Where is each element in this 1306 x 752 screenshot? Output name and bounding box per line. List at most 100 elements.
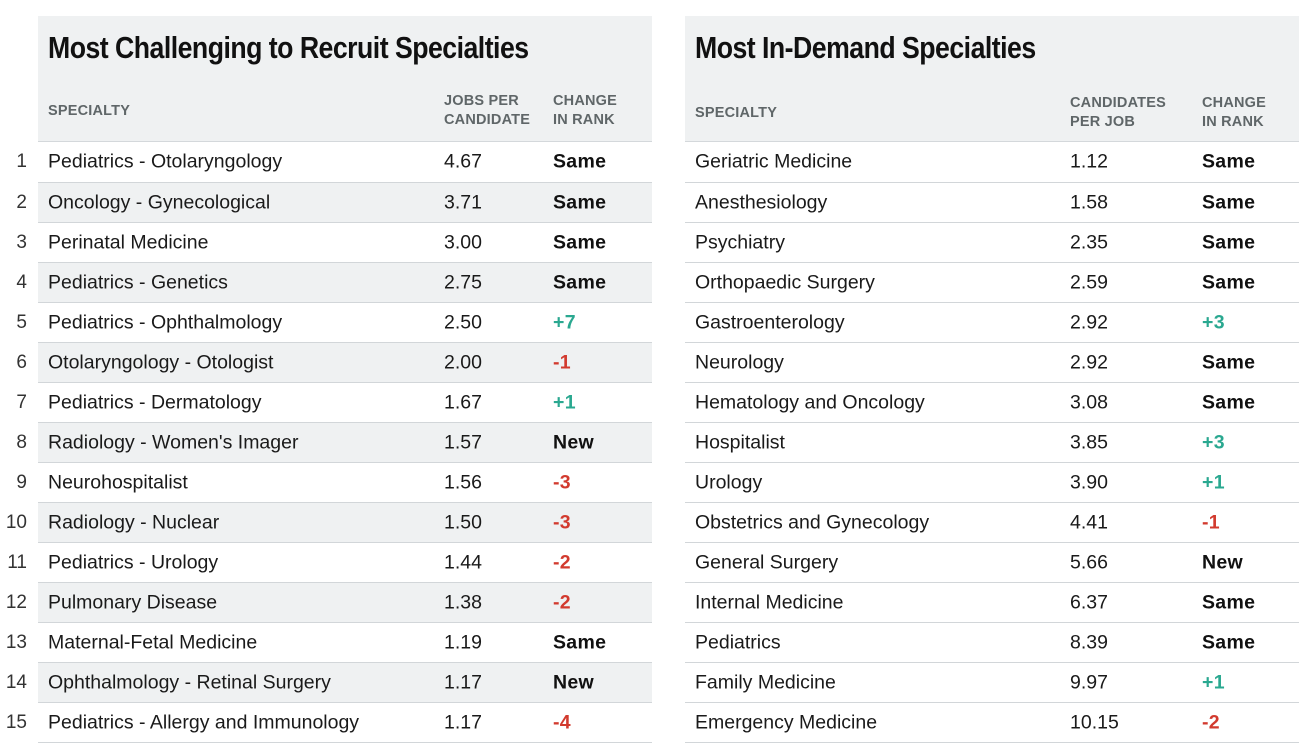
table-row: 5 Pediatrics - Ophthalmology 2.50 +7 [16,303,652,343]
table-row: 9 Neurohospitalist 1.56 -3 [16,463,652,503]
rank-change: -2 [553,591,571,613]
specialty-name: Hospitalist [695,431,785,453]
column-header-change-in-rank: CHANGE IN RANK [1202,95,1267,130]
ratio-value: 1.56 [444,471,482,493]
column-header-specialty: SPECIALTY [48,103,131,119]
ratio-value: 2.59 [1070,271,1108,293]
rank-change: Same [1202,191,1256,213]
specialty-name: Hematology and Oncology [695,391,925,413]
rank-change: -3 [553,471,571,493]
specialty-name: Ophthalmology - Retinal Surgery [48,671,331,693]
rank-number: 6 [16,351,27,373]
rank-change: +7 [553,311,576,333]
specialty-name: Emergency Medicine [695,711,878,733]
rank-change: New [553,671,594,693]
ratio-value: 2.35 [1070,231,1108,253]
ratio-value: 3.90 [1070,471,1108,493]
table-row: Psychiatry 2.35 Same [685,223,1299,263]
table-row: Urology 3.90 +1 [685,463,1299,503]
specialty-name: Geriatric Medicine [695,150,853,173]
rank-number: 4 [16,271,27,293]
specialty-name: Neurology [695,351,784,373]
table-row: Internal Medicine 6.37 Same [685,583,1299,623]
specialty-name: Pediatrics - Ophthalmology [48,311,283,333]
specialty-name: Obstetrics and Gynecology [695,511,930,533]
rank-change: +1 [1202,471,1225,493]
rank-number: 11 [7,551,27,573]
ratio-value: 3.71 [444,191,482,213]
table-row: 7 Pediatrics - Dermatology 1.67 +1 [16,383,652,423]
ratio-value: 1.67 [444,391,482,413]
table-body: 1 Pediatrics - Otolaryngology 4.67 Same 2 Onc… [6,142,652,743]
table-title: Most In-Demand Specialties [695,30,1036,65]
rank-number: 2 [16,191,27,213]
table-row: Family Medicine 9.97 +1 [685,663,1299,703]
specialty-name: Radiology - Women's Imager [48,431,299,453]
specialty-name: Maternal-Fetal Medicine [48,631,258,653]
table-row: 8 Radiology - Women's Imager 1.57 New [16,423,652,463]
rank-number: 12 [5,591,27,613]
table-header: Most Challenging to Recruit Specialties … [38,16,652,142]
ratio-value: 2.50 [444,311,482,333]
column-header-change-in-rank: CHANGE IN RANK [553,93,618,128]
ratio-value: 4.41 [1070,511,1108,533]
ratio-value: 1.50 [444,511,482,533]
rank-change: -3 [553,511,571,533]
ratio-value: 1.44 [444,551,482,573]
specialty-name: Pediatrics [695,631,781,653]
rank-change: -4 [553,711,571,733]
table-row: Obstetrics and Gynecology 4.41 -1 [685,503,1299,543]
table-title: Most Challenging to Recruit Specialties [48,30,529,65]
ratio-value: 2.00 [444,351,482,373]
specialty-name: General Surgery [695,551,839,573]
table-row: 13 Maternal-Fetal Medicine 1.19 Same [6,623,652,663]
ratio-value: 2.92 [1070,351,1108,373]
rank-number: 9 [16,471,27,493]
table-row: Geriatric Medicine 1.12 Same [685,142,1299,183]
table-row: 1 Pediatrics - Otolaryngology 4.67 Same [16,142,652,183]
table-row: 14 Ophthalmology - Retinal Surgery 1.17 New [6,663,652,703]
ratio-value: 1.57 [444,431,482,453]
ratio-value: 4.67 [444,150,482,173]
rank-change: Same [553,150,607,173]
rank-change: New [553,431,594,453]
table-row: Anesthesiology 1.58 Same [685,183,1299,223]
table-row: 12 Pulmonary Disease 1.38 -2 [6,583,652,623]
specialty-name: Gastroenterology [695,311,845,333]
rank-change: Same [553,231,607,253]
rank-change: Same [553,271,607,293]
specialty-name: Pediatrics - Otolaryngology [48,150,283,173]
specialty-name: Pediatrics - Urology [48,551,219,573]
specialty-name: Internal Medicine [695,591,844,613]
challenging-specialties-table: Most Challenging to Recruit Specialties … [6,16,652,743]
ratio-value: 10.15 [1070,711,1119,733]
specialty-name: Perinatal Medicine [48,231,209,253]
specialty-name: Pediatrics - Genetics [48,271,228,293]
specialty-name: Pulmonary Disease [48,591,218,613]
rank-change: -1 [1202,511,1220,533]
ratio-value: 5.66 [1070,551,1108,573]
table-body: Geriatric Medicine 1.12 Same Anesthesiology… [685,142,1299,743]
ratio-value: 2.92 [1070,311,1108,333]
ratio-value: 6.37 [1070,591,1108,613]
specialty-name: Pediatrics - Dermatology [48,391,262,413]
table-row: 4 Pediatrics - Genetics 2.75 Same [16,263,652,303]
rank-change: Same [553,631,607,653]
ratio-value: 2.75 [444,271,482,293]
rank-change: Same [1202,150,1256,173]
specialty-name: Radiology - Nuclear [48,511,220,533]
rank-number: 1 [16,151,27,172]
rank-change: -2 [1202,711,1220,733]
column-header-candidates-per-job: CANDIDATES PER JOB [1070,95,1166,130]
specialty-name: Urology [695,471,763,493]
specialty-name: Neurohospitalist [48,471,188,493]
specialty-name: Pediatrics - Allergy and Immunology [48,711,360,733]
table-row: 3 Perinatal Medicine 3.00 Same [16,223,652,263]
rank-number: 8 [16,431,27,453]
rank-number: 3 [16,231,27,253]
rank-change: Same [1202,391,1256,413]
ratio-value: 3.00 [444,231,482,253]
rank-number: 7 [16,391,27,413]
specialty-name: Anesthesiology [695,191,828,213]
rank-change: +3 [1202,431,1225,453]
